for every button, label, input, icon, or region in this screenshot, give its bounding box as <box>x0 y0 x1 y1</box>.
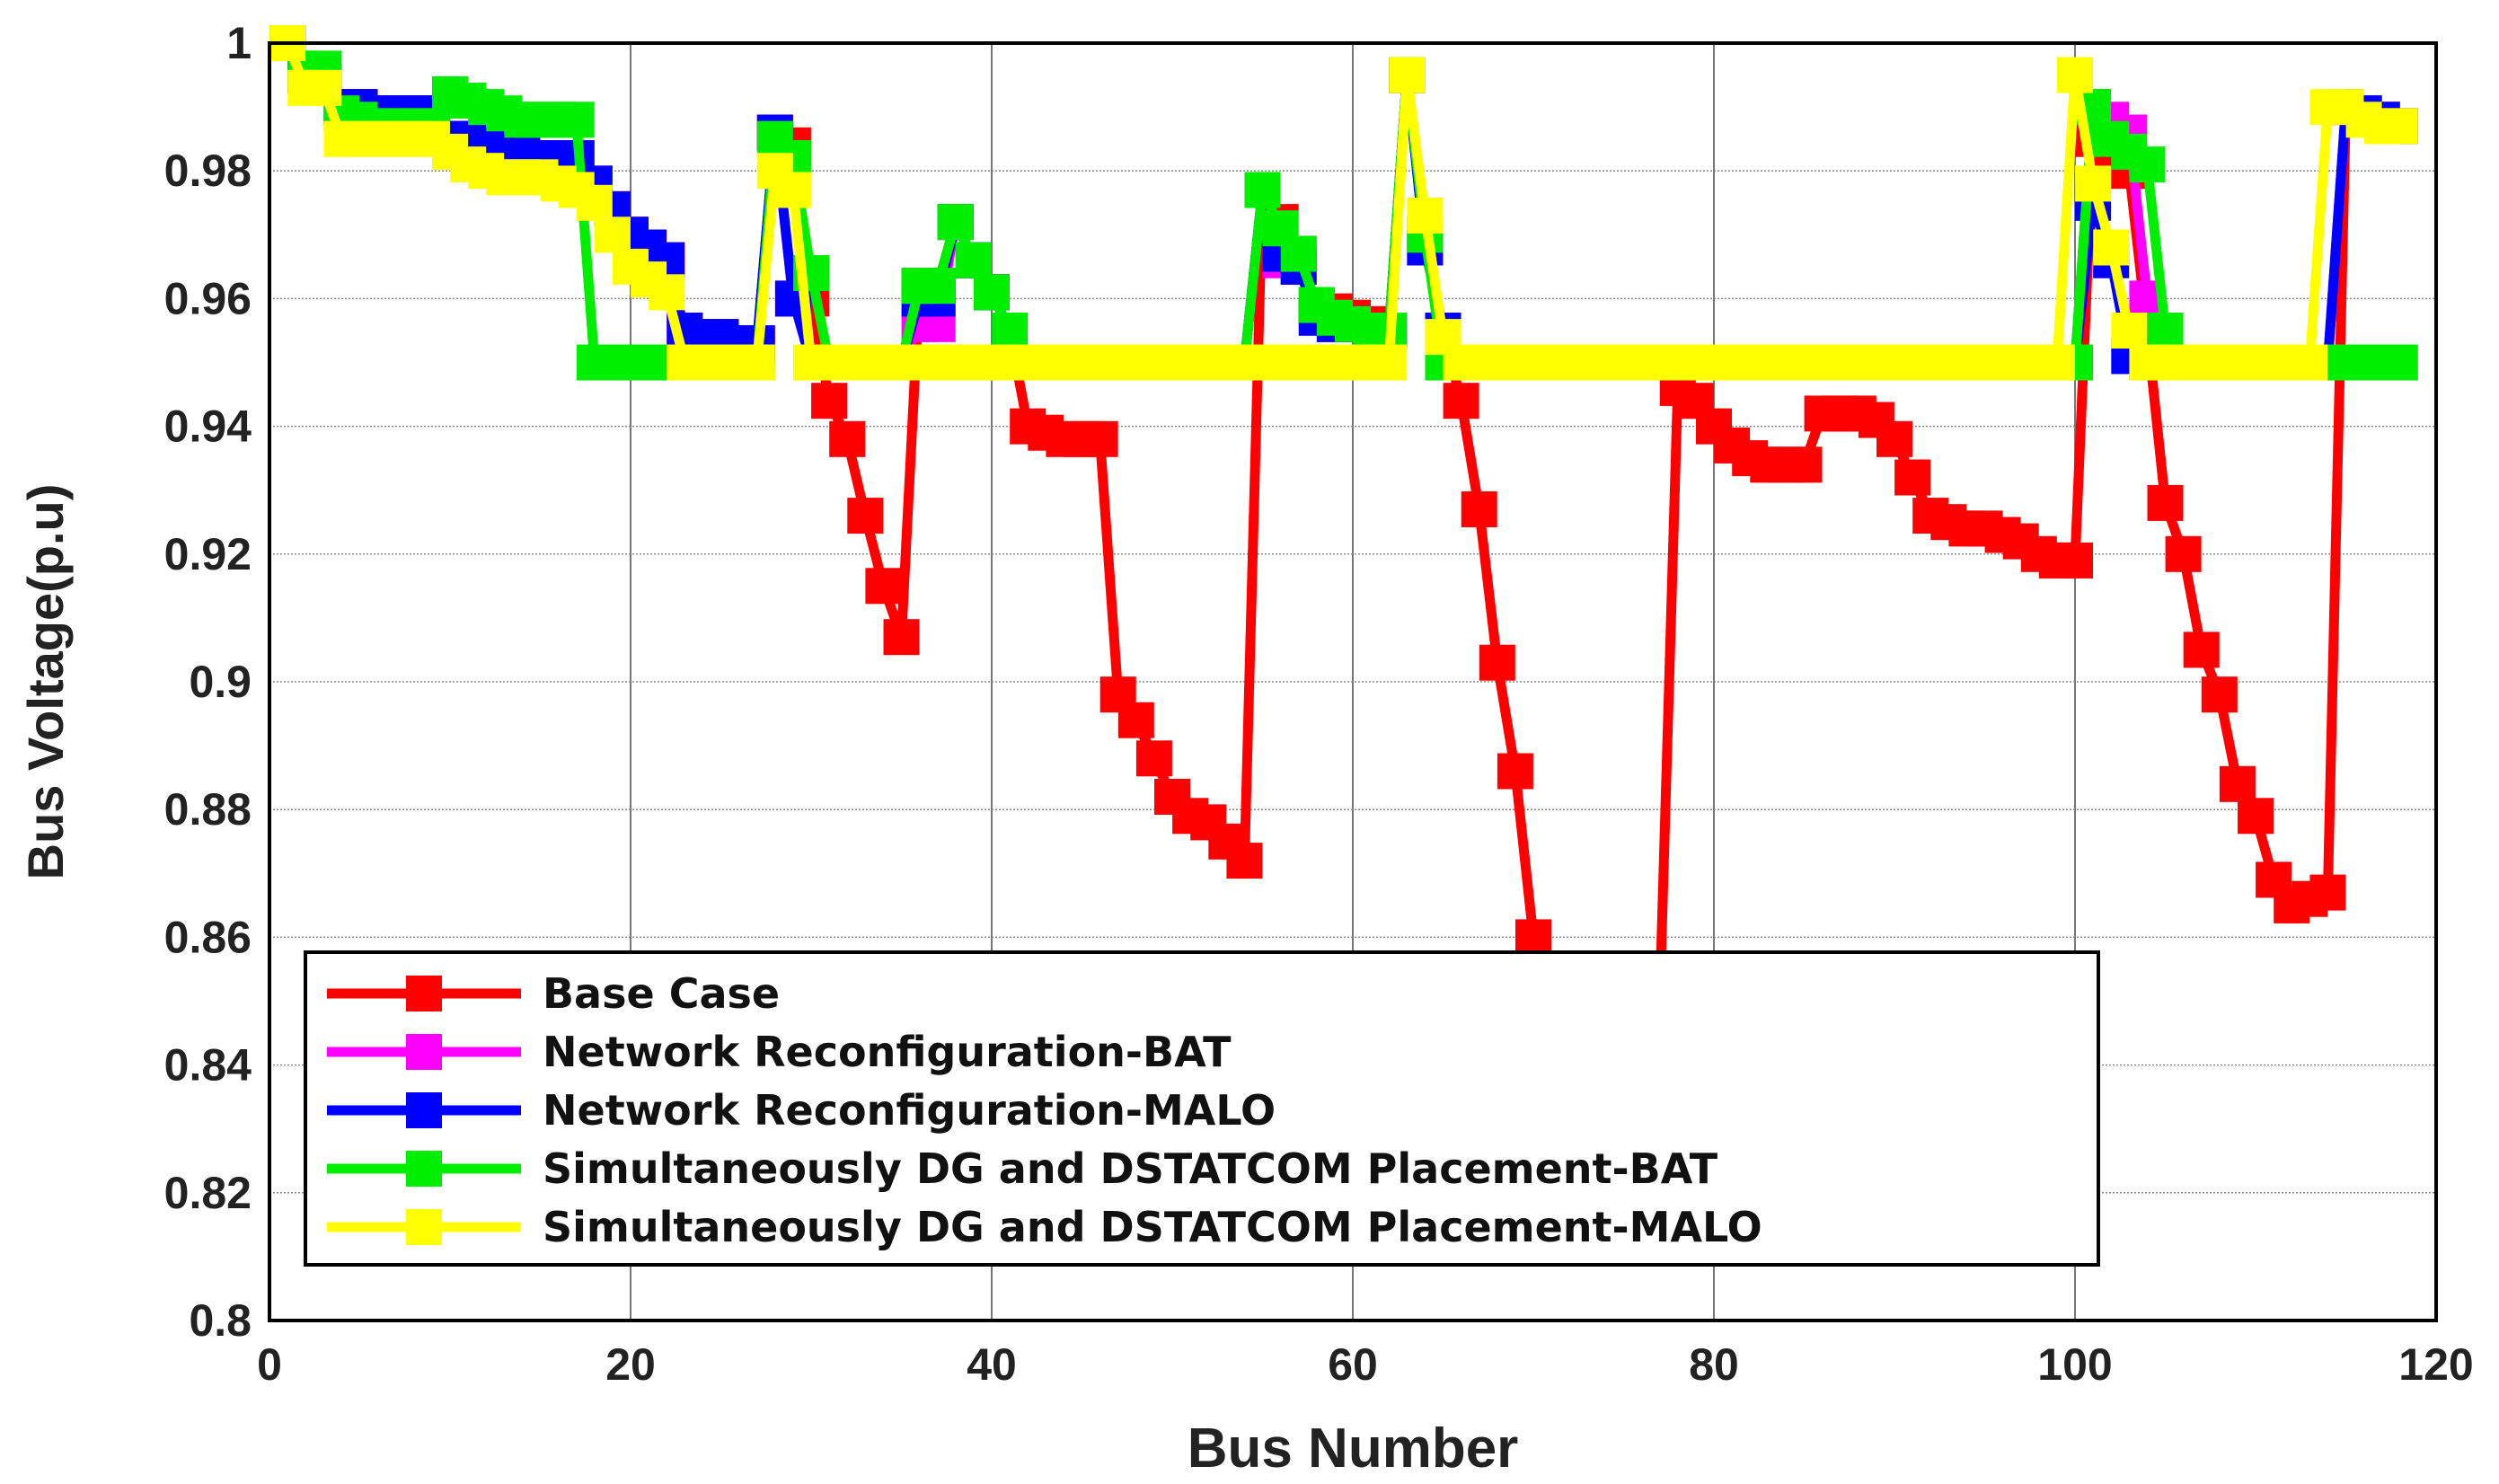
data-point <box>1894 459 1931 496</box>
y-tick-label: 0.9 <box>189 657 252 707</box>
legend-marker <box>406 1034 442 1070</box>
data-point <box>1479 644 1515 681</box>
y-tick-label: 0.94 <box>164 402 252 452</box>
legend-marker <box>406 1151 442 1187</box>
legend: Base Case Network Reconfiguration-BAT Netw… <box>304 950 2100 1267</box>
data-point <box>2093 229 2130 266</box>
x-tick-label: 20 <box>605 1339 656 1390</box>
data-point <box>1786 446 1823 483</box>
data-point <box>2183 632 2220 668</box>
plot-frame <box>268 41 2438 1322</box>
data-point <box>774 172 811 208</box>
data-point <box>919 268 956 305</box>
data-point <box>738 344 775 381</box>
legend-label: Simultaneously DG and DSTATCOM Placement… <box>543 1203 1762 1251</box>
x-tick-label: 0 <box>257 1339 282 1390</box>
legend-marker <box>406 1209 442 1245</box>
data-point <box>2381 108 2418 145</box>
x-tick-label: 40 <box>967 1339 1017 1390</box>
data-point <box>847 498 884 534</box>
series-group <box>269 25 2418 381</box>
legend-label: Simultaneously DG and DSTATCOM Placement… <box>543 1144 1718 1193</box>
legend-marker <box>406 1092 442 1128</box>
data-point <box>1280 235 1317 272</box>
legend-label: Network Reconfiguration-MALO <box>543 1086 1276 1135</box>
data-point <box>1226 843 1263 879</box>
x-tick-label: 120 <box>2398 1339 2473 1390</box>
data-point <box>1117 702 1154 738</box>
data-point <box>2147 313 2184 349</box>
data-point <box>2291 344 2328 381</box>
data-point <box>937 204 974 241</box>
data-point <box>1443 383 1479 420</box>
data-point <box>974 274 1010 311</box>
data-point <box>594 216 631 253</box>
data-point <box>1244 172 1281 208</box>
data-point <box>2165 535 2202 572</box>
y-tick-label: 0.92 <box>164 529 252 579</box>
data-point <box>955 242 992 278</box>
data-point <box>2238 798 2274 835</box>
y-tick-label: 0.82 <box>164 1168 252 1218</box>
data-point <box>2038 344 2075 381</box>
data-point <box>2129 146 2166 183</box>
x-tick-label: 60 <box>1328 1339 1378 1390</box>
data-point <box>1371 344 1408 381</box>
data-point <box>649 274 685 311</box>
data-point <box>1515 919 1551 956</box>
data-point <box>1876 420 1912 457</box>
data-point <box>2075 165 2112 202</box>
data-point <box>992 313 1029 349</box>
y-tick-label: 0.96 <box>164 273 252 323</box>
x-axis-label: Bus Number <box>1188 1418 1519 1480</box>
data-point <box>811 383 848 420</box>
data-point <box>2057 57 2093 93</box>
data-point <box>829 420 866 457</box>
y-tick-label: 0.8 <box>189 1295 252 1346</box>
legend-box <box>304 950 2100 1267</box>
data-point <box>2219 765 2256 802</box>
y-tick-label: 0.86 <box>164 912 252 962</box>
legend-label: Base Case <box>543 969 780 1018</box>
y-tick-label: 0.84 <box>164 1040 252 1091</box>
data-point <box>1461 491 1497 527</box>
data-point <box>2201 676 2238 713</box>
legend-marker <box>406 976 442 1011</box>
legend-label: Network Reconfiguration-BAT <box>543 1028 1232 1076</box>
data-point <box>1407 198 1444 234</box>
data-point <box>2381 344 2418 381</box>
y-tick-label: 0.88 <box>164 784 252 835</box>
series-layer <box>269 25 2418 1096</box>
x-tick-label: 80 <box>1689 1339 1739 1390</box>
data-point <box>2111 313 2148 349</box>
data-point <box>1135 740 1172 777</box>
data-point <box>1389 57 1426 93</box>
data-point <box>1082 420 1118 457</box>
data-point <box>2057 542 2093 579</box>
y-axis-label: Bus Voltage(p.u) <box>17 484 74 880</box>
y-tick-label: 1 <box>226 18 252 68</box>
data-point <box>2309 874 2346 911</box>
data-point <box>1497 753 1533 790</box>
data-point <box>883 619 920 656</box>
data-point <box>305 69 342 106</box>
tick-layer: 0 20 40 60 80 100 120 0.8 0.82 0.84 0.86 0.88 0.9 0.9… <box>164 18 2474 1390</box>
x-tick-label: 100 <box>2037 1339 2112 1390</box>
data-point <box>576 184 613 221</box>
data-point <box>2147 484 2184 521</box>
y-tick-label: 0.98 <box>164 146 252 196</box>
data-point <box>865 568 902 605</box>
data-point <box>558 102 595 138</box>
